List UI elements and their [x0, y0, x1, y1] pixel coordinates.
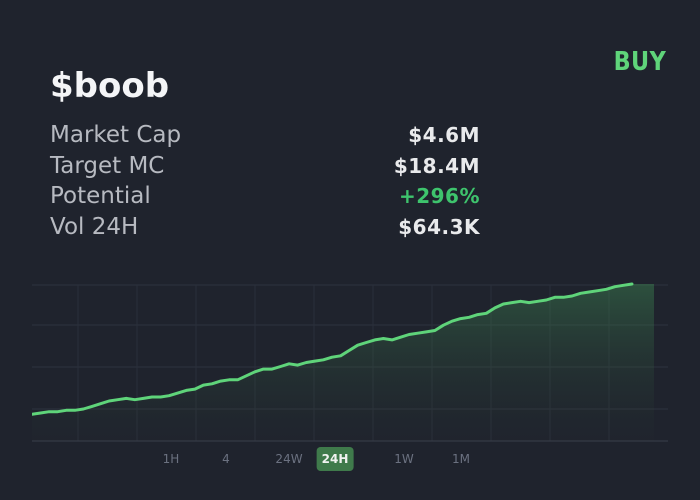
price-chart [32, 282, 668, 442]
stat-value-market-cap: $4.6M [408, 123, 480, 148]
stat-row-potential: Potential +296% [50, 181, 480, 212]
timeframe-4[interactable]: 4 [222, 452, 230, 466]
stat-row-market-cap: Market Cap $4.6M [50, 120, 480, 151]
timeframe-1w[interactable]: 1W [394, 452, 414, 466]
buy-button[interactable]: BUY [613, 47, 666, 77]
stat-value-potential: +296% [398, 184, 480, 209]
stat-label-market-cap: Market Cap [50, 122, 182, 149]
price-line [32, 282, 634, 416]
timeframe-1m[interactable]: 1M [452, 452, 470, 466]
price-area [32, 284, 654, 441]
stat-label-potential: Potential [50, 183, 151, 210]
token-name: $boob [50, 66, 170, 106]
stat-label-vol-24h: Vol 24H [50, 213, 139, 240]
stat-label-target-mc: Target MC [50, 152, 165, 179]
timeframe-selector: 1H 4 24W 24H 1W 1M [0, 447, 700, 471]
timeframe-1h[interactable]: 1H [162, 452, 180, 466]
timeframe-24h[interactable]: 24H [316, 447, 354, 471]
token-stats: Market Cap $4.6M Target MC $18.4M Potent… [50, 120, 480, 242]
stat-value-vol-24h: $64.3K [398, 214, 480, 239]
stat-row-target-mc: Target MC $18.4M [50, 151, 480, 182]
stat-value-target-mc: $18.4M [393, 153, 480, 178]
timeframe-24w[interactable]: 24W [275, 452, 303, 466]
stat-row-vol-24h: Vol 24H $64.3K [50, 212, 480, 243]
